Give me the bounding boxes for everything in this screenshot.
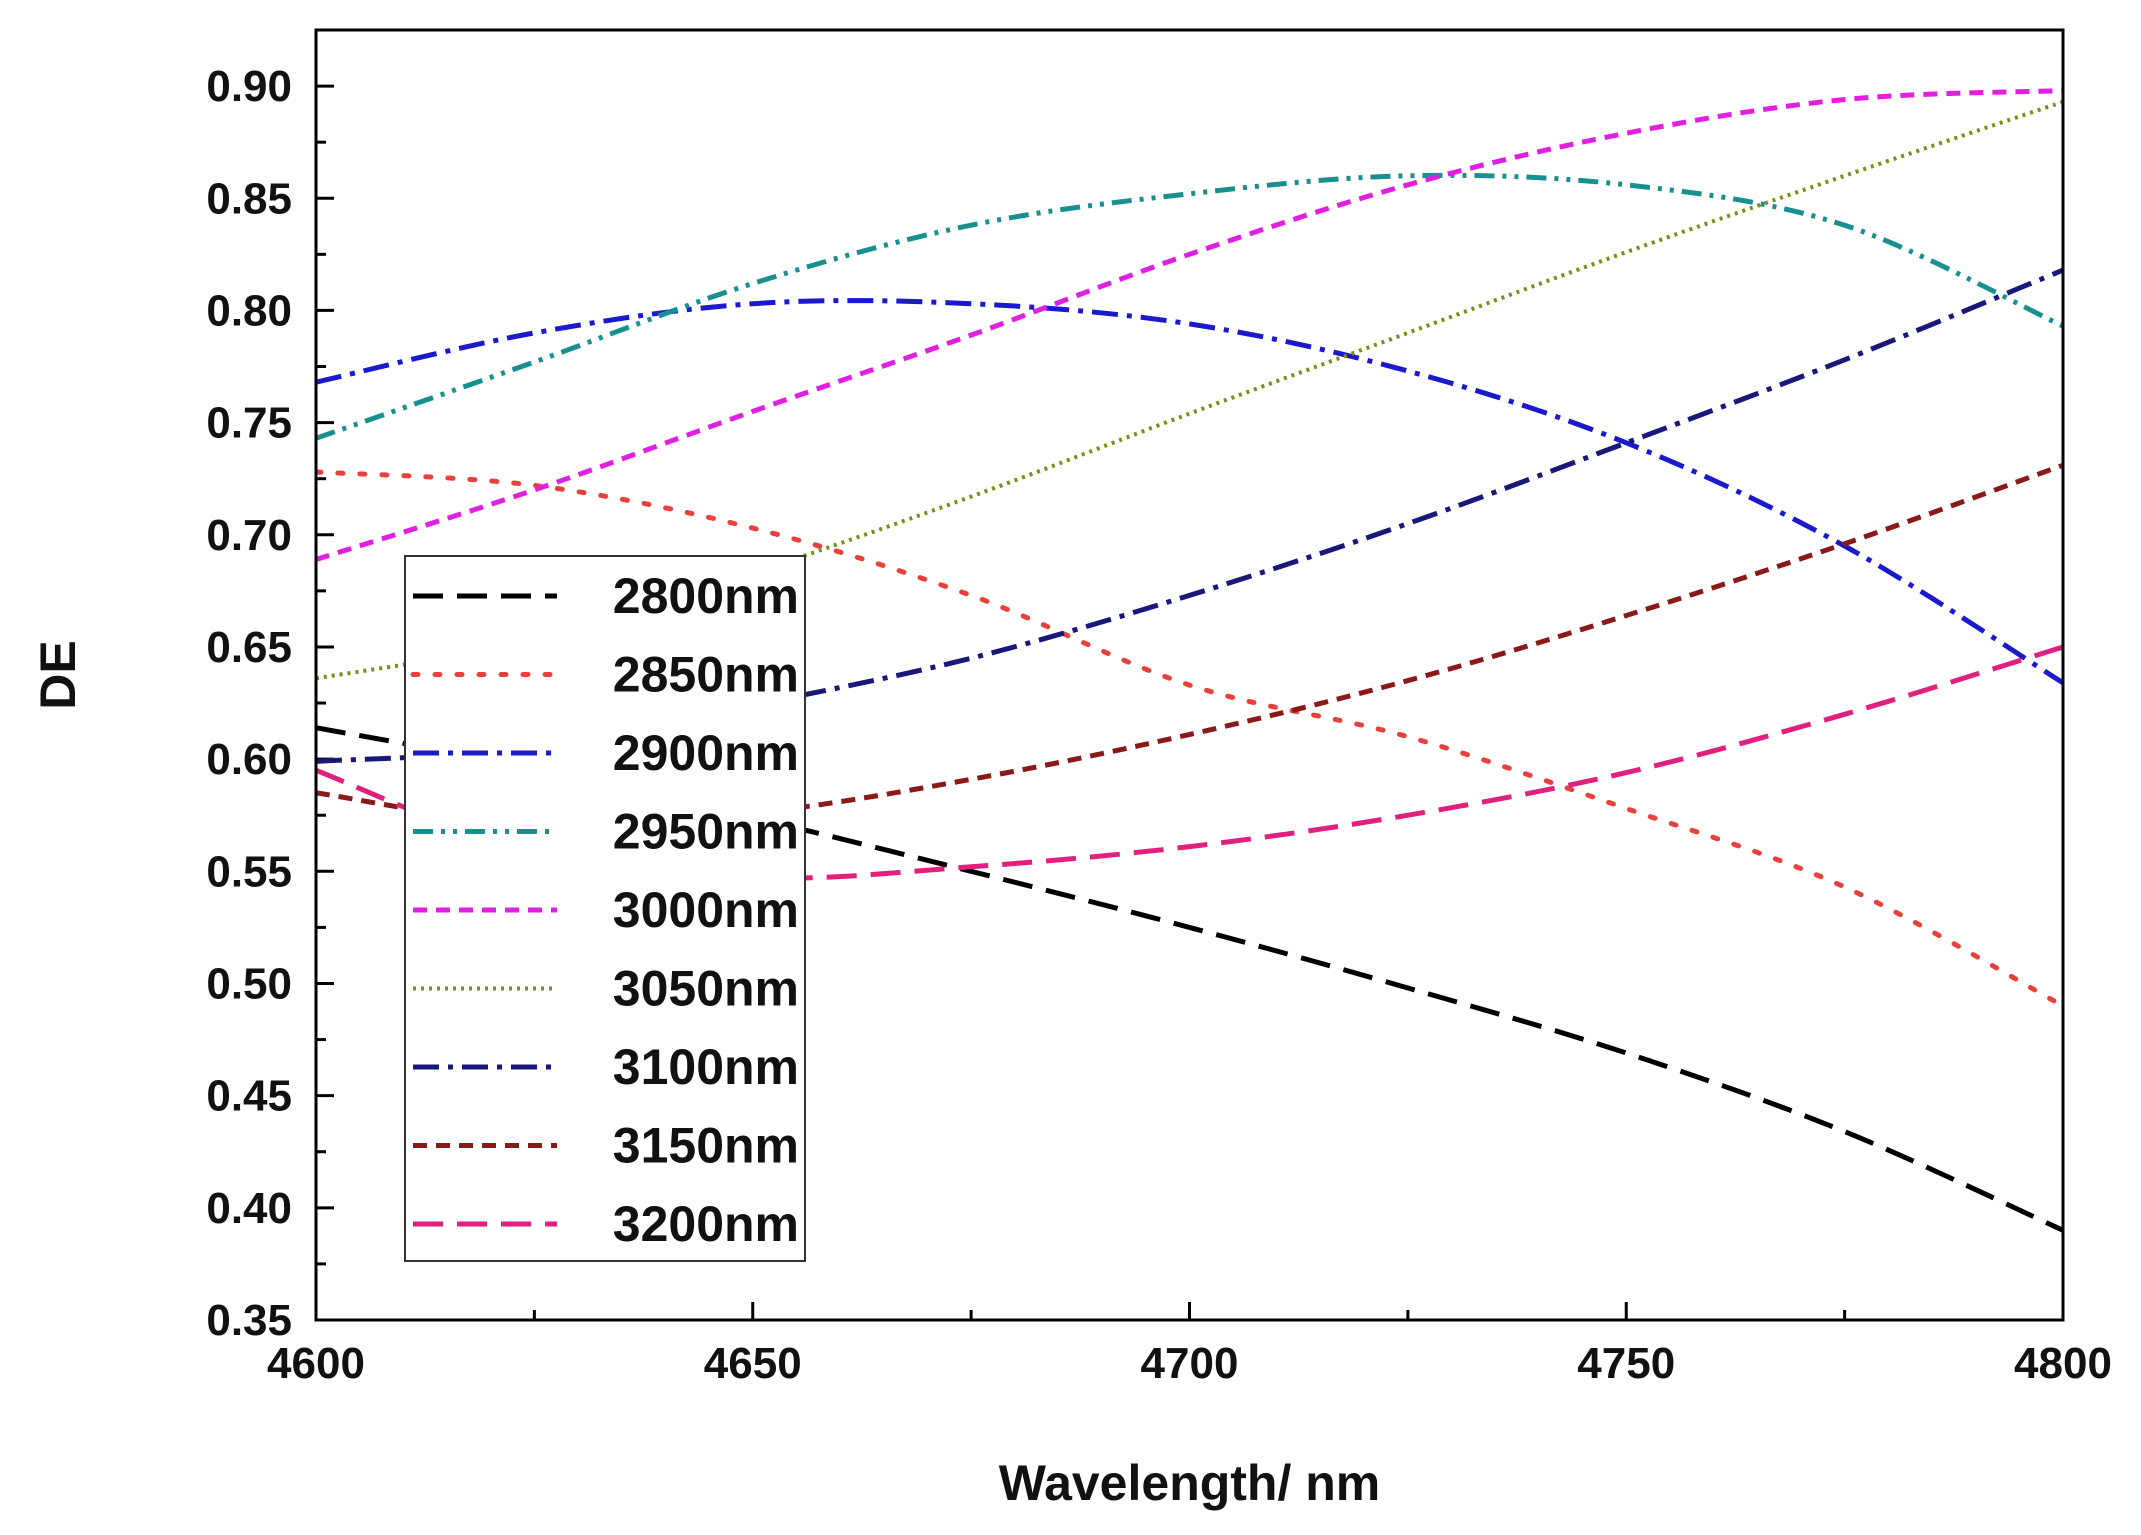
x-tick-label: 4750	[1577, 1339, 1675, 1388]
legend-label-3200nm: 3200nm	[613, 1196, 799, 1252]
series-line-2800nm	[316, 725, 2063, 1233]
legend-label-3050nm: 3050nm	[613, 961, 799, 1017]
legend: 2800nm 2850nm 2900nm 2950nm 3000nm 3050nm 3100…	[404, 555, 806, 1262]
x-tick-label: 4650	[704, 1339, 802, 1388]
series-line-3200nm	[316, 644, 2063, 881]
legend-label-2950nm: 2950nm	[613, 804, 799, 860]
series-line-3000nm	[316, 88, 2063, 562]
y-tick-label: 0.65	[206, 623, 292, 672]
y-tick-label: 0.90	[206, 62, 292, 111]
series-line-3150nm	[316, 462, 2063, 828]
legend-label-3150nm: 3150nm	[613, 1118, 799, 1174]
legend-label-2900nm: 2900nm	[613, 725, 799, 781]
tick-labels: 4600 4650 4700 4750 4800 0.35 0.40 0.45 0.50 0.55…	[206, 62, 2112, 1388]
y-tick-label: 0.60	[206, 735, 292, 784]
y-tick-label: 0.45	[206, 1072, 292, 1121]
x-tick-label: 4600	[267, 1339, 365, 1388]
tick-marks	[314, 84, 2065, 1322]
legend-label-2800nm: 2800nm	[613, 568, 799, 624]
y-tick-label: 0.75	[206, 399, 292, 448]
series-line-2850nm	[316, 469, 2063, 1009]
series-line-2950nm	[316, 172, 2063, 441]
series-line-2900nm	[316, 298, 2063, 686]
y-tick-label: 0.40	[206, 1184, 292, 1233]
x-axis-title: Wavelength/ nm	[999, 1455, 1381, 1511]
y-axis-title: DE	[30, 640, 86, 709]
y-tick-label: 0.50	[206, 959, 292, 1008]
legend-label-2850nm: 2850nm	[613, 647, 799, 703]
legend-label-3100nm: 3100nm	[613, 1039, 799, 1095]
plot-frame	[314, 28, 2065, 1322]
y-axis-title-group: DE	[30, 640, 86, 709]
y-tick-label: 0.80	[206, 286, 292, 335]
x-axis-title-group: Wavelength/ nm	[999, 1455, 1381, 1511]
legend-label-3000nm: 3000nm	[613, 882, 799, 938]
y-tick-label: 0.70	[206, 511, 292, 560]
y-tick-label: 0.85	[206, 174, 292, 223]
y-tick-label: 0.55	[206, 847, 292, 896]
x-tick-label: 4700	[1141, 1339, 1239, 1388]
x-tick-label: 4800	[2014, 1339, 2112, 1388]
y-tick-label: 0.35	[206, 1296, 292, 1345]
